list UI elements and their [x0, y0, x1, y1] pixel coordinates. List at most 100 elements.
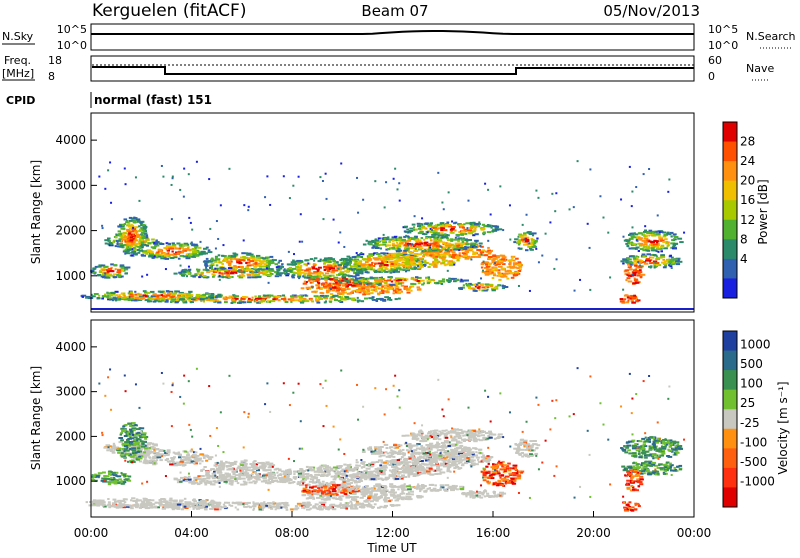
data-point	[243, 301, 247, 303]
data-point	[651, 249, 655, 251]
data-point	[163, 253, 166, 255]
data-point	[397, 263, 402, 265]
data-point	[627, 277, 631, 279]
data-point	[432, 256, 436, 258]
data-point	[244, 463, 248, 465]
data-point	[101, 225, 103, 227]
data-point	[660, 250, 663, 252]
data-point	[183, 249, 185, 251]
data-point	[656, 233, 661, 235]
data-point	[470, 223, 472, 225]
data-point	[341, 299, 344, 301]
data-point	[673, 233, 677, 235]
data-point	[674, 258, 678, 260]
data-point	[394, 168, 396, 170]
data-point	[624, 260, 627, 262]
data-point	[363, 291, 366, 293]
data-point	[266, 469, 269, 471]
data-point	[140, 224, 142, 226]
data-point	[129, 217, 132, 219]
nave-tick-bottom: 0	[708, 70, 715, 83]
data-point	[113, 276, 118, 278]
data-point	[167, 449, 171, 451]
data-point	[299, 468, 302, 470]
data-point	[131, 251, 136, 253]
data-point	[179, 454, 182, 456]
data-point	[451, 251, 455, 253]
data-point	[374, 242, 376, 244]
data-point	[515, 258, 519, 260]
data-point	[256, 259, 261, 261]
data-point	[471, 287, 474, 289]
data-point	[232, 276, 234, 278]
data-point	[411, 243, 413, 245]
data-point	[438, 254, 440, 256]
freq-label-line2: [MHz]	[2, 67, 34, 80]
data-point	[366, 288, 370, 290]
data-point	[353, 268, 356, 270]
data-point	[468, 287, 471, 289]
data-point	[498, 279, 501, 281]
data-point	[208, 251, 213, 253]
data-point	[453, 239, 458, 241]
data-point	[131, 254, 133, 256]
data-point	[211, 268, 214, 270]
colorbar-tick-label: 28	[740, 135, 755, 149]
data-point	[412, 224, 416, 226]
data-point	[339, 272, 343, 274]
data-point	[256, 255, 260, 257]
colorbar-swatch	[723, 142, 737, 162]
data-point	[130, 239, 134, 241]
data-point	[131, 231, 134, 233]
data-point	[202, 296, 206, 298]
data-point	[342, 294, 344, 296]
data-point	[318, 297, 322, 299]
data-point	[329, 473, 331, 475]
data-point	[206, 455, 209, 457]
data-point	[147, 292, 151, 294]
data-point	[351, 299, 355, 301]
data-point	[182, 293, 186, 295]
data-point	[262, 273, 267, 275]
data-point	[172, 242, 175, 244]
data-point	[394, 472, 397, 474]
data-point	[305, 484, 308, 486]
data-point	[494, 262, 496, 264]
data-point	[329, 301, 332, 303]
data-point	[217, 294, 221, 296]
data-point	[466, 284, 468, 286]
data-point	[245, 266, 249, 268]
data-point	[180, 298, 184, 300]
data-point	[468, 232, 473, 234]
data-point	[381, 466, 383, 468]
data-point	[479, 243, 483, 245]
data-point	[467, 256, 471, 258]
data-point	[382, 479, 384, 481]
data-point	[328, 285, 331, 287]
data-point	[462, 280, 466, 282]
data-point	[368, 471, 373, 473]
data-point	[402, 252, 407, 254]
nsearch-tick-top: 10^5	[708, 23, 738, 36]
data-point	[378, 262, 382, 264]
data-point	[347, 288, 349, 290]
data-point	[413, 238, 415, 240]
data-point	[509, 265, 512, 267]
data-point	[135, 253, 138, 255]
data-point	[153, 242, 155, 244]
data-point	[113, 298, 116, 300]
data-point	[430, 279, 433, 281]
data-point	[367, 476, 371, 478]
data-point	[649, 240, 652, 242]
data-point	[417, 225, 421, 227]
data-point	[421, 217, 423, 219]
data-point	[306, 475, 309, 477]
y-tick-label: 2000	[55, 224, 86, 238]
data-point	[238, 262, 242, 264]
data-point	[266, 296, 270, 298]
data-point	[408, 244, 410, 246]
data-point	[293, 253, 295, 255]
cpid-label: CPID	[6, 94, 35, 107]
data-point	[200, 275, 202, 277]
data-point	[164, 255, 167, 257]
